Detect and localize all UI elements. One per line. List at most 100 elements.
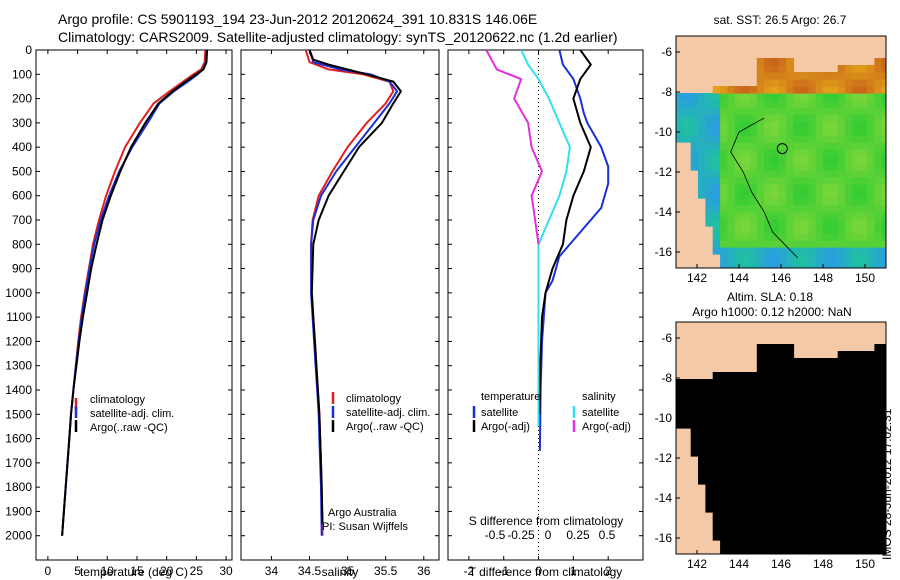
map-cell	[867, 470, 875, 478]
map-cell	[837, 400, 846, 408]
map-cell	[727, 442, 736, 450]
map-cell	[808, 184, 817, 192]
map-cell	[720, 93, 728, 101]
map-cell	[815, 386, 824, 394]
map-cell	[771, 442, 780, 450]
map-cell	[852, 470, 861, 478]
map-cell	[830, 463, 839, 471]
map-cell	[881, 351, 886, 359]
map-cell	[771, 344, 780, 352]
map-cell	[823, 358, 831, 366]
map-cell	[823, 484, 831, 492]
map-cell	[823, 261, 831, 268]
y-tick-label: 1000	[5, 286, 32, 300]
map-cell	[881, 386, 886, 394]
map-cell	[764, 428, 773, 436]
map-cell	[683, 121, 692, 129]
map-cell	[867, 156, 875, 164]
map-cell	[786, 114, 795, 122]
map-cell	[823, 519, 831, 527]
map-cell	[712, 219, 721, 227]
map-cell	[852, 254, 861, 262]
map-cell	[683, 400, 692, 408]
map-cell	[823, 114, 831, 122]
map-cell	[852, 449, 861, 457]
map-cell	[867, 477, 875, 485]
map-cell	[742, 456, 750, 464]
map-cell	[881, 191, 886, 199]
map-cell	[852, 400, 861, 408]
lat-tick-label: -14	[655, 491, 673, 505]
map-cell	[815, 533, 824, 541]
map-cell	[845, 191, 853, 199]
map-cell	[756, 121, 765, 129]
map-cell	[830, 121, 839, 129]
map-cell	[764, 128, 773, 136]
map-cell	[793, 93, 802, 101]
map-cell	[874, 212, 883, 220]
map-cell	[676, 386, 684, 394]
map-cell	[764, 393, 773, 401]
map-cell	[756, 100, 765, 108]
legend-label-satellite: satellite-adj. clim.	[90, 408, 174, 420]
map-cell	[830, 449, 839, 457]
map-cell	[837, 358, 846, 366]
map-cell	[786, 372, 795, 380]
map-cell	[867, 428, 875, 436]
map-cell	[815, 463, 824, 471]
map-cell	[845, 512, 853, 520]
lon-tick-label: 144	[729, 557, 749, 571]
map-cell	[705, 407, 714, 415]
map-cell	[845, 400, 853, 408]
map-cell	[845, 163, 853, 171]
map-cell	[749, 86, 758, 94]
map-cell	[764, 254, 773, 262]
map-cell	[793, 163, 802, 171]
map-cell	[823, 372, 831, 380]
map-cell	[771, 540, 780, 548]
map-cell	[881, 365, 886, 373]
x-tick-label: 1	[570, 564, 577, 578]
map-cell	[859, 149, 868, 157]
map-cell	[823, 414, 831, 422]
map-cell	[881, 393, 886, 401]
map-cell	[705, 393, 714, 401]
map-cell	[800, 261, 809, 268]
map-cell	[712, 198, 721, 206]
map-cell	[830, 156, 839, 164]
map-cell	[727, 414, 736, 422]
map-cell	[815, 526, 824, 534]
map-cell	[756, 156, 765, 164]
map-cell	[756, 393, 765, 401]
map-cell	[705, 135, 714, 143]
map-cell	[830, 212, 839, 220]
map-cell	[786, 254, 795, 262]
map-cell	[720, 540, 728, 548]
map-cell	[830, 170, 839, 178]
map-cell	[859, 247, 868, 255]
map-cell	[859, 498, 868, 506]
map-cell	[823, 198, 831, 206]
map-cell	[881, 358, 886, 366]
map-cell	[800, 386, 809, 394]
map-cell	[742, 379, 750, 387]
map-cell	[712, 463, 721, 471]
map-cell	[823, 128, 831, 136]
map-cell	[727, 540, 736, 548]
top-axis-label: S difference from climatology	[469, 514, 624, 528]
map-cell	[837, 421, 846, 429]
map-cell	[778, 533, 787, 541]
map-cell	[786, 198, 795, 206]
map-cell	[815, 86, 824, 94]
x-tick-label: 2	[605, 564, 612, 578]
map-cell	[727, 212, 736, 220]
map-cell	[859, 470, 868, 478]
map-cell	[808, 226, 817, 234]
map-cell	[756, 247, 765, 255]
map-cell	[683, 393, 692, 401]
map-cell	[734, 86, 743, 94]
map-cell	[742, 484, 750, 492]
map-cell	[778, 547, 787, 554]
map-cell	[742, 547, 750, 554]
map-cell	[676, 379, 684, 387]
